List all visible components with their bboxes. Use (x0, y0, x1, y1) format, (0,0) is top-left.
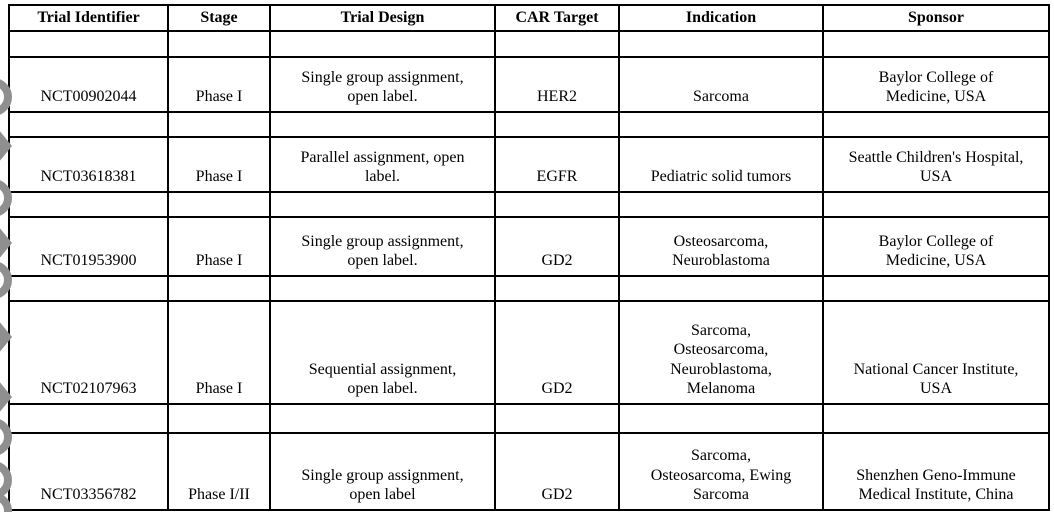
empty-cell (618, 111, 824, 138)
cell-sponsor: Baylor College of Medicine, USA (822, 216, 1050, 277)
cell-car-target: GD2 (494, 300, 620, 405)
cell-indication: Sarcoma (618, 56, 824, 113)
cell-stage: Phase I (167, 216, 271, 277)
empty-cell (822, 191, 1050, 218)
clinical-trials-table: Trial Identifier Stage Trial Design CAR … (8, 4, 1050, 511)
cell-sponsor: Shenzhen Geno-Immune Medical Institute, … (822, 432, 1050, 511)
cell-sponsor: Seattle Children's Hospital, USA (822, 136, 1050, 193)
column-header-car-target: CAR Target (494, 4, 620, 32)
cell-car-target: EGFR (494, 136, 620, 193)
cell-trial-identifier: NCT00902044 (8, 56, 169, 113)
cell-trial-identifier: NCT01953900 (8, 216, 169, 277)
table-row: NCT02107963 Phase I Sequential assignmen… (8, 300, 1050, 405)
empty-cell (8, 403, 169, 434)
empty-cell (618, 30, 824, 58)
empty-cell (269, 111, 496, 138)
cell-trial-design: Sequential assignment, open label. (269, 300, 496, 405)
empty-cell (167, 403, 271, 434)
empty-cell (8, 111, 169, 138)
cell-car-target: HER2 (494, 56, 620, 113)
cell-car-target: GD2 (494, 432, 620, 511)
empty-cell (822, 403, 1050, 434)
cell-trial-design: Single group assignment, open label. (269, 56, 496, 113)
empty-cell (618, 275, 824, 302)
column-header-trial-design: Trial Design (269, 4, 496, 32)
empty-cell (822, 275, 1050, 302)
cell-trial-design: Parallel assignment, open label. (269, 136, 496, 193)
cell-indication: Pediatric solid tumors (618, 136, 824, 193)
cell-trial-identifier: NCT03618381 (8, 136, 169, 193)
cell-indication: Sarcoma, Osteosarcoma, Neuroblastoma, Me… (618, 300, 824, 405)
empty-cell (494, 403, 620, 434)
empty-cell (822, 111, 1050, 138)
cell-indication: Osteosarcoma, Neuroblastoma (618, 216, 824, 277)
empty-cell (269, 191, 496, 218)
empty-cell (167, 275, 271, 302)
empty-cell (8, 275, 169, 302)
spacer-row (8, 403, 1050, 434)
column-header-trial-identifier: Trial Identifier (8, 4, 169, 32)
empty-cell (494, 30, 620, 58)
spacer-row (8, 275, 1050, 302)
cell-trial-design: Single group assignment, open label. (269, 216, 496, 277)
cell-sponsor: National Cancer Institute, USA (822, 300, 1050, 405)
cell-stage: Phase I (167, 136, 271, 193)
empty-cell (494, 191, 620, 218)
cell-stage: Phase I (167, 300, 271, 405)
cell-indication: Sarcoma, Osteosarcoma, Ewing Sarcoma (618, 432, 824, 511)
empty-cell (494, 275, 620, 302)
empty-cell (269, 403, 496, 434)
empty-cell (822, 30, 1050, 58)
cell-trial-design: Single group assignment, open label (269, 432, 496, 511)
table-header-row: Trial Identifier Stage Trial Design CAR … (8, 4, 1050, 32)
empty-cell (269, 30, 496, 58)
empty-cell (618, 403, 824, 434)
table-row: NCT03618381 Phase I Parallel assignment,… (8, 136, 1050, 193)
empty-cell (8, 30, 169, 58)
spacer-row (8, 111, 1050, 138)
cell-car-target: GD2 (494, 216, 620, 277)
spacer-row (8, 30, 1050, 58)
table-row: NCT03356782 Phase I/II Single group assi… (8, 432, 1050, 511)
spacer-row (8, 191, 1050, 218)
table-row: NCT01953900 Phase I Single group assignm… (8, 216, 1050, 277)
empty-cell (494, 111, 620, 138)
column-header-stage: Stage (167, 4, 271, 32)
empty-cell (269, 275, 496, 302)
empty-cell (167, 191, 271, 218)
cell-sponsor: Baylor College of Medicine, USA (822, 56, 1050, 113)
column-header-indication: Indication (618, 4, 824, 32)
cell-trial-identifier: NCT02107963 (8, 300, 169, 405)
cell-stage: Phase I (167, 56, 271, 113)
table-row: NCT00902044 Phase I Single group assignm… (8, 56, 1050, 113)
empty-cell (167, 30, 271, 58)
empty-cell (8, 191, 169, 218)
column-header-sponsor: Sponsor (822, 4, 1050, 32)
cell-trial-identifier: NCT03356782 (8, 432, 169, 511)
empty-cell (618, 191, 824, 218)
cell-stage: Phase I/II (167, 432, 271, 511)
empty-cell (167, 111, 271, 138)
